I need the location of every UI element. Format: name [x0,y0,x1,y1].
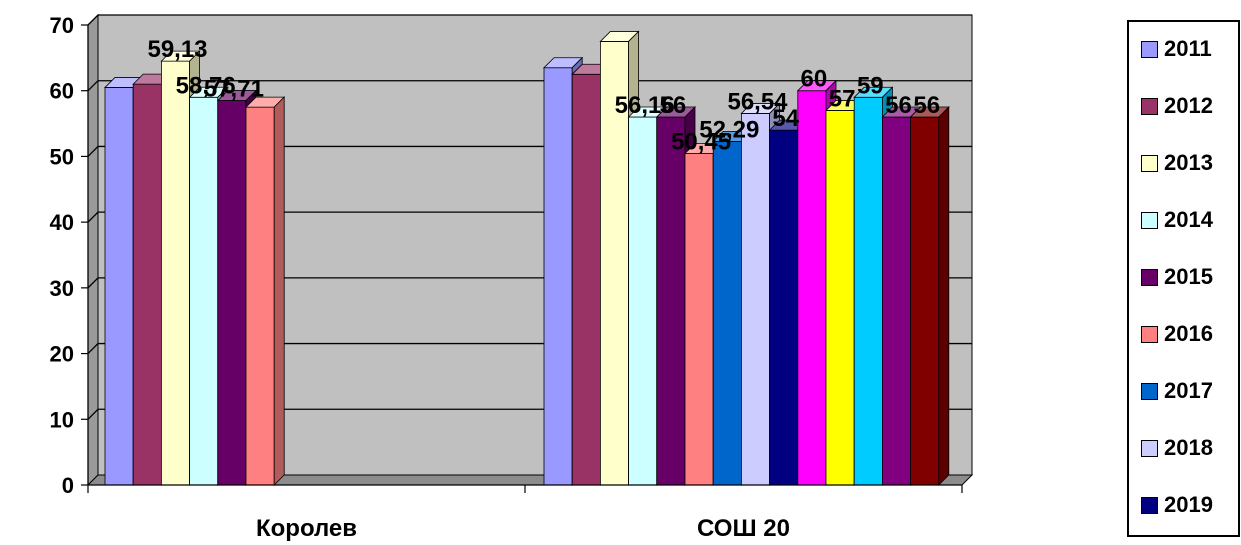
bar-side [938,106,950,486]
legend-label: 2016 [1164,321,1213,346]
data-label: 56,54 [727,88,788,115]
data-label: 52,29 [699,116,759,143]
legend-item: 2014 [1141,207,1213,233]
y-tick-label: 20 [50,342,74,367]
y-tick-label: 40 [50,210,74,235]
bar-front [245,106,275,486]
y-tick-label: 70 [50,13,74,38]
legend-label: 2013 [1164,150,1213,175]
legend-swatch [1141,268,1158,286]
legend-item: 2019 [1141,492,1213,518]
bar-side [273,96,285,486]
bars [104,30,950,486]
bar-front [217,100,247,486]
legend-label: 2015 [1164,264,1213,289]
bar [909,106,950,486]
legend-swatch [1141,439,1158,457]
y-tick-label: 60 [50,79,74,104]
bar-chart: 0 10 20 30 40 50 60 70 Королев СОШ 20 59,13 58,76… [50,13,974,542]
legend: 2011 2012 2013 2014 2015 2016 2017 2018 2019 [1127,20,1240,537]
legend-label: 2018 [1164,435,1213,460]
y-tick-label: 30 [50,276,74,301]
data-label: 56 [913,92,940,119]
data-label: 56 [660,92,687,119]
data-label: 57,71 [204,76,264,103]
x-category-label: СОШ 20 [697,515,790,542]
legend-item: 2017 [1141,378,1213,404]
x-axis-categories: Королев СОШ 20 [87,485,963,542]
bar-front [628,116,658,486]
y-tick-label: 10 [50,407,74,432]
bar-front [656,116,686,486]
bar-front [825,110,855,486]
data-labels: 59,1358,7657,7156,165650,4552,2956,54546… [147,36,940,155]
bar-front [882,116,912,486]
data-label: 54 [772,105,799,132]
legend-label: 2019 [1164,492,1213,517]
data-label: 50,45 [671,128,731,155]
legend-swatch [1141,40,1158,58]
legend-item: 2018 [1141,435,1213,461]
legend-swatch [1141,496,1158,514]
data-label: 60 [801,66,828,93]
bar-front [189,96,219,486]
data-label: 59 [857,72,884,99]
legend-label: 2017 [1164,378,1213,403]
legend-label: 2014 [1164,207,1213,232]
data-label: 56,16 [615,92,675,119]
bar-front [160,60,190,486]
y-tick-label: 0 [62,473,74,498]
bar-front [769,129,799,486]
bar-front [712,140,742,486]
bar-front [797,90,827,486]
legend-item: 2013 [1141,150,1213,176]
bar-front [571,73,601,486]
legend-item: 2011 [1141,36,1212,62]
legend-swatch [1141,325,1158,343]
bar-front [132,83,162,486]
legend-swatch [1141,97,1158,115]
data-label: 57 [829,85,856,112]
x-category-label: Королев [256,515,357,542]
legend-label: 2012 [1164,93,1213,118]
legend-label: 2011 [1164,36,1212,61]
bar-front [104,87,134,486]
legend-swatch [1141,211,1158,229]
gridline [87,14,972,26]
bar-front [853,96,883,486]
data-label: 56 [885,92,912,119]
legend-swatch [1141,382,1158,400]
bar-front [910,116,940,486]
legend-item: 2012 [1141,93,1213,119]
data-label: 58,76 [176,72,236,99]
legend-swatch [1141,154,1158,172]
y-tick-label: 50 [50,144,74,169]
bar-front [741,113,771,486]
bar [245,96,286,486]
bar-front [543,67,573,486]
legend-item: 2015 [1141,264,1213,290]
gridline [87,80,972,92]
bar-front [600,41,630,486]
bar-front [684,153,714,486]
legend-item: 2016 [1141,321,1213,347]
data-label: 59,13 [147,36,207,63]
